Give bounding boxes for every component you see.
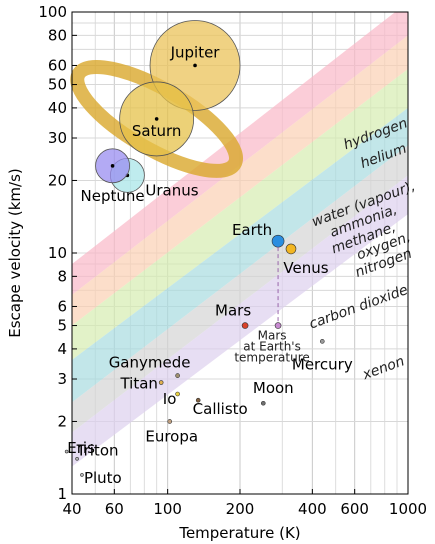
x-tick-label: 400 — [298, 500, 327, 518]
label-uranus: Uranus — [145, 181, 198, 199]
point-center-jupiter — [193, 63, 197, 68]
label-pluto: Pluto — [84, 469, 122, 487]
label-saturn: Saturn — [132, 122, 182, 140]
y-tick-label: 60 — [48, 56, 67, 74]
y-tick-label: 80 — [48, 26, 67, 44]
x-tick-label: 40 — [62, 500, 81, 518]
y-tick-label: 6 — [57, 297, 67, 315]
label-callisto: Callisto — [193, 400, 248, 418]
band-helium — [72, 35, 408, 326]
label-titan: Titan — [119, 375, 157, 393]
x-tick-label: 60 — [105, 500, 124, 518]
x-tick-label: 600 — [340, 500, 369, 518]
point-mars-at-earth — [274, 322, 282, 329]
point-eris — [75, 456, 79, 461]
y-tick-label: 1 — [57, 485, 67, 503]
point-pluto — [80, 473, 84, 477]
point-earth — [271, 234, 285, 248]
band-oxygen — [72, 107, 408, 403]
label-neptune: Neptune — [81, 187, 145, 205]
y-tick-label: 10 — [48, 244, 67, 262]
x-tick-label: 1000 — [389, 500, 427, 518]
band-carbon — [72, 145, 408, 433]
label-mercury: Mercury — [292, 355, 353, 373]
label-eris: Eris — [67, 439, 95, 457]
label-io: Io — [163, 390, 177, 408]
point-triton — [64, 449, 69, 454]
point-io — [175, 391, 180, 397]
y-tick-label: 50 — [48, 76, 67, 94]
x-axis-title: Temperature (K) — [178, 524, 300, 542]
label-jupiter: Jupiter — [170, 43, 221, 61]
point-moon — [260, 400, 266, 406]
point-titan — [158, 380, 164, 385]
y-axis-title: Escape velocity (km/s) — [6, 168, 24, 338]
label-earth: Earth — [232, 221, 272, 239]
y-tick-label: 4 — [57, 340, 67, 358]
band-water — [72, 69, 408, 360]
label-ganymede: Ganymede — [109, 354, 191, 372]
annotation-text: temperature — [234, 351, 309, 365]
annotation-text: at Earth's — [243, 340, 301, 354]
y-tick-label: 2 — [57, 412, 67, 430]
point-center-saturn — [154, 117, 159, 121]
label-europa: Europa — [145, 427, 198, 445]
y-tick-label: 20 — [48, 171, 67, 189]
x-tick-label: 200 — [226, 500, 255, 518]
y-tick-label: 30 — [48, 129, 67, 147]
x-tick-label: 100 — [153, 500, 182, 518]
band-xenon — [72, 175, 408, 467]
point-venus — [285, 243, 297, 255]
band-label: carbon dioxide — [307, 282, 410, 333]
point-callisto — [195, 397, 201, 403]
point-europa — [167, 419, 173, 424]
point-mercury — [320, 339, 325, 344]
annotation-text: Mars — [258, 329, 287, 343]
gas-bands — [72, 12, 408, 467]
point-center-neptune — [110, 164, 115, 168]
label-venus: Venus — [283, 259, 328, 277]
label-mars: Mars — [215, 302, 251, 320]
y-tick-label: 5 — [57, 317, 67, 335]
point-mars — [241, 322, 249, 329]
label-triton: Triton — [76, 442, 119, 460]
y-tick-label: 3 — [57, 370, 67, 388]
y-tick-label: 8 — [57, 267, 67, 285]
axes: 40 60 100 200 400 600 1000 1 2 3 4 5 6 8 10 20 30 40 50 60 8… — [6, 3, 427, 542]
y-tick-label: 100 — [38, 3, 67, 21]
point-ganymede — [175, 373, 180, 378]
label-moon: Moon — [253, 379, 294, 397]
y-tick-label: 40 — [48, 99, 67, 117]
